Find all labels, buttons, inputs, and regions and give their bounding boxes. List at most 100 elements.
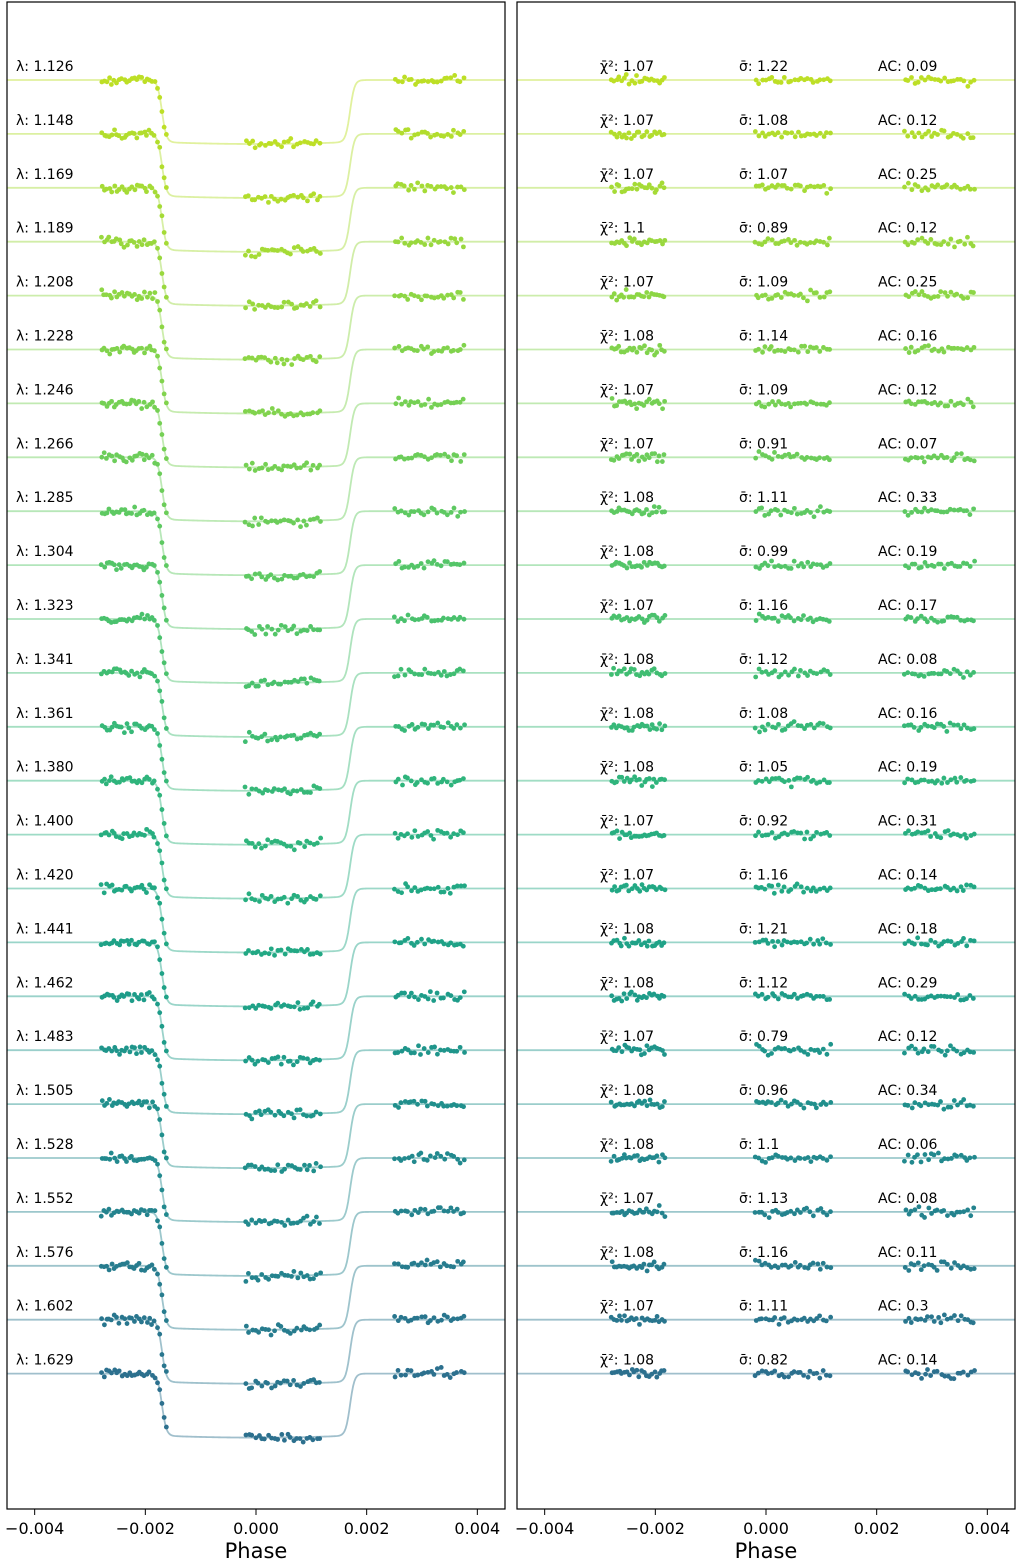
data-point (421, 1046, 427, 1051)
data-point (915, 616, 920, 622)
data-point (623, 287, 629, 292)
data-point (424, 1257, 430, 1263)
data-point (971, 290, 976, 295)
data-point (945, 293, 950, 299)
chi2-label: χ̄²: 1.07 (600, 1191, 654, 1207)
ac-label: AC: 0.18 (878, 921, 937, 937)
data-point (295, 1275, 301, 1281)
x-tick-label: 0.004 (454, 1519, 500, 1538)
data-point (924, 400, 930, 406)
data-point (951, 507, 957, 513)
data-point (395, 79, 401, 84)
data-point (925, 942, 930, 948)
data-point (808, 287, 813, 293)
data-point (278, 1380, 283, 1386)
data-point (139, 882, 145, 888)
data-point (938, 78, 944, 84)
data-point (242, 409, 248, 414)
data-point (408, 240, 414, 246)
data-point (457, 132, 463, 137)
data-point (644, 1043, 650, 1049)
data-point (268, 141, 274, 147)
data-point (434, 79, 440, 85)
data-point (644, 1268, 650, 1274)
data-point (139, 780, 145, 786)
data-point (256, 1002, 262, 1008)
data-point (765, 614, 771, 620)
data-point (307, 1163, 312, 1168)
data-point (151, 778, 157, 784)
data-point (307, 304, 313, 309)
data-point (752, 129, 758, 134)
data-point (418, 1150, 424, 1156)
data-point (781, 1374, 787, 1380)
data-point (782, 349, 788, 354)
data-point (775, 882, 781, 888)
sigma-label: σ̄: 1.13 (739, 1191, 788, 1207)
data-point (623, 882, 629, 888)
data-point (285, 1273, 291, 1278)
data-point (295, 517, 301, 523)
data-point (275, 1000, 281, 1006)
data-point (939, 780, 945, 786)
data-point (409, 834, 415, 840)
data-point (155, 895, 160, 901)
data-point (827, 509, 833, 514)
data-point (912, 289, 918, 294)
data-point (294, 1325, 300, 1331)
data-point (782, 1046, 788, 1051)
data-point (805, 559, 811, 565)
data-point (951, 722, 957, 728)
data-point (246, 948, 251, 953)
data-point (275, 577, 281, 583)
data-point (408, 778, 414, 784)
data-point (909, 1372, 915, 1378)
data-point (784, 939, 790, 945)
data-point (657, 721, 662, 727)
data-point (772, 944, 777, 950)
data-point (821, 239, 826, 245)
data-point (909, 130, 915, 136)
data-point (621, 666, 627, 672)
data-point (970, 1320, 976, 1326)
data-point (124, 1321, 130, 1326)
data-point (922, 1215, 927, 1220)
data-point (126, 941, 132, 947)
data-point (159, 1401, 165, 1406)
data-point (916, 130, 922, 136)
data-point (454, 1103, 460, 1109)
data-point (942, 1373, 948, 1379)
data-point (159, 1023, 165, 1029)
data-point (814, 401, 820, 407)
data-point (827, 833, 833, 838)
data-point (458, 725, 463, 731)
data-point (281, 361, 287, 367)
data-point (116, 1320, 122, 1326)
data-point (281, 1054, 287, 1060)
data-point (958, 617, 964, 623)
data-point (252, 1061, 258, 1067)
data-point (769, 558, 774, 564)
data-point (418, 239, 424, 245)
data-point (108, 1317, 114, 1323)
data-point (249, 1057, 255, 1063)
data-point (654, 1101, 660, 1107)
data-point (629, 511, 635, 517)
data-point (146, 1105, 152, 1111)
data-point (638, 346, 644, 351)
data-point (121, 730, 127, 736)
data-point (795, 1317, 800, 1323)
data-point (266, 410, 271, 416)
data-point (661, 1368, 667, 1373)
data-point (392, 293, 398, 299)
data-point (817, 1375, 823, 1381)
ac-label: AC: 0.08 (878, 652, 937, 668)
data-point (770, 938, 775, 944)
data-point (427, 989, 433, 995)
data-point (908, 996, 914, 1001)
data-point (159, 1240, 165, 1246)
data-point (245, 193, 251, 199)
data-point (766, 401, 772, 407)
data-point (965, 1207, 971, 1213)
ac-label: AC: 0.16 (878, 706, 938, 722)
